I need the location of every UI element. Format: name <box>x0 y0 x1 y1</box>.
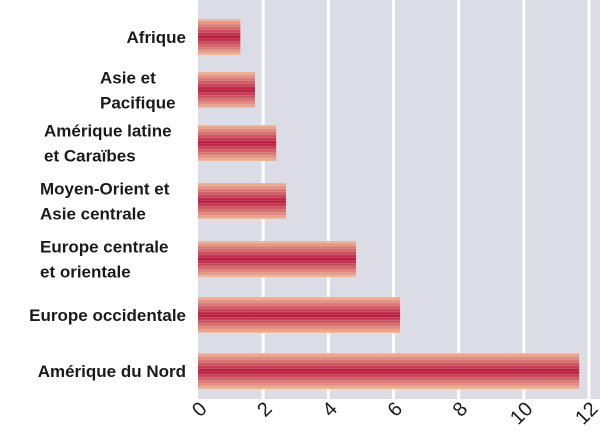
category-label-line: Pacifique <box>100 94 176 113</box>
x-tick-label-0: 0 <box>188 398 211 421</box>
category-label: Amérique du Nord <box>38 362 186 381</box>
x-tick-label-12: 12 <box>571 398 600 429</box>
bar-stripes <box>198 183 286 219</box>
x-tick-label-2: 2 <box>253 398 276 421</box>
x-tick-label-6: 6 <box>384 398 407 421</box>
bar-6 <box>198 297 401 333</box>
category-label-line: Europe occidentale <box>29 306 186 325</box>
category-label-line: Moyen-Orient et <box>40 180 170 199</box>
category-label: Afrique <box>127 28 187 47</box>
bar-5 <box>198 241 357 277</box>
x-tick-label-10: 10 <box>506 398 537 429</box>
grid-lines <box>261 0 591 399</box>
bar-1 <box>198 19 241 55</box>
category-label-line: Asie centrale <box>40 205 146 224</box>
bar-stripes <box>198 353 580 389</box>
bar-4 <box>198 183 286 219</box>
x-tick-label-8: 8 <box>449 398 472 421</box>
category-label-line: Afrique <box>127 28 187 47</box>
bar-stripes <box>198 297 401 333</box>
category-label: Amérique latine et Caraïbes <box>44 122 172 166</box>
bar-stripes <box>198 72 256 108</box>
x-tick-label-4: 4 <box>318 398 341 421</box>
bar-3 <box>198 125 277 161</box>
category-label: Asie et Pacifique <box>100 69 176 113</box>
category-label-line: Europe centrale <box>40 238 169 257</box>
category-label: Moyen-Orient et Asie centrale <box>40 180 170 224</box>
category-label-line: et Caraïbes <box>44 147 136 166</box>
category-label: Europe centrale et orientale <box>40 238 169 282</box>
bars <box>198 19 580 389</box>
category-labels: Afrique Asie et Pacifique Amérique latine et… <box>29 28 186 381</box>
bar-2 <box>198 72 256 108</box>
category-label-line: Amérique du Nord <box>38 362 186 381</box>
category-label-line: Asie et <box>100 69 156 88</box>
x-axis-tick-labels: 0 2 4 6 8 10 12 <box>188 398 600 429</box>
bar-stripes <box>198 19 241 55</box>
category-label-line: Amérique latine <box>44 122 172 141</box>
category-label-line: et orientale <box>40 263 131 282</box>
bar-stripes <box>198 125 277 161</box>
category-label: Europe occidentale <box>29 306 186 325</box>
bar-stripes <box>198 241 357 277</box>
bar-7 <box>198 353 580 389</box>
